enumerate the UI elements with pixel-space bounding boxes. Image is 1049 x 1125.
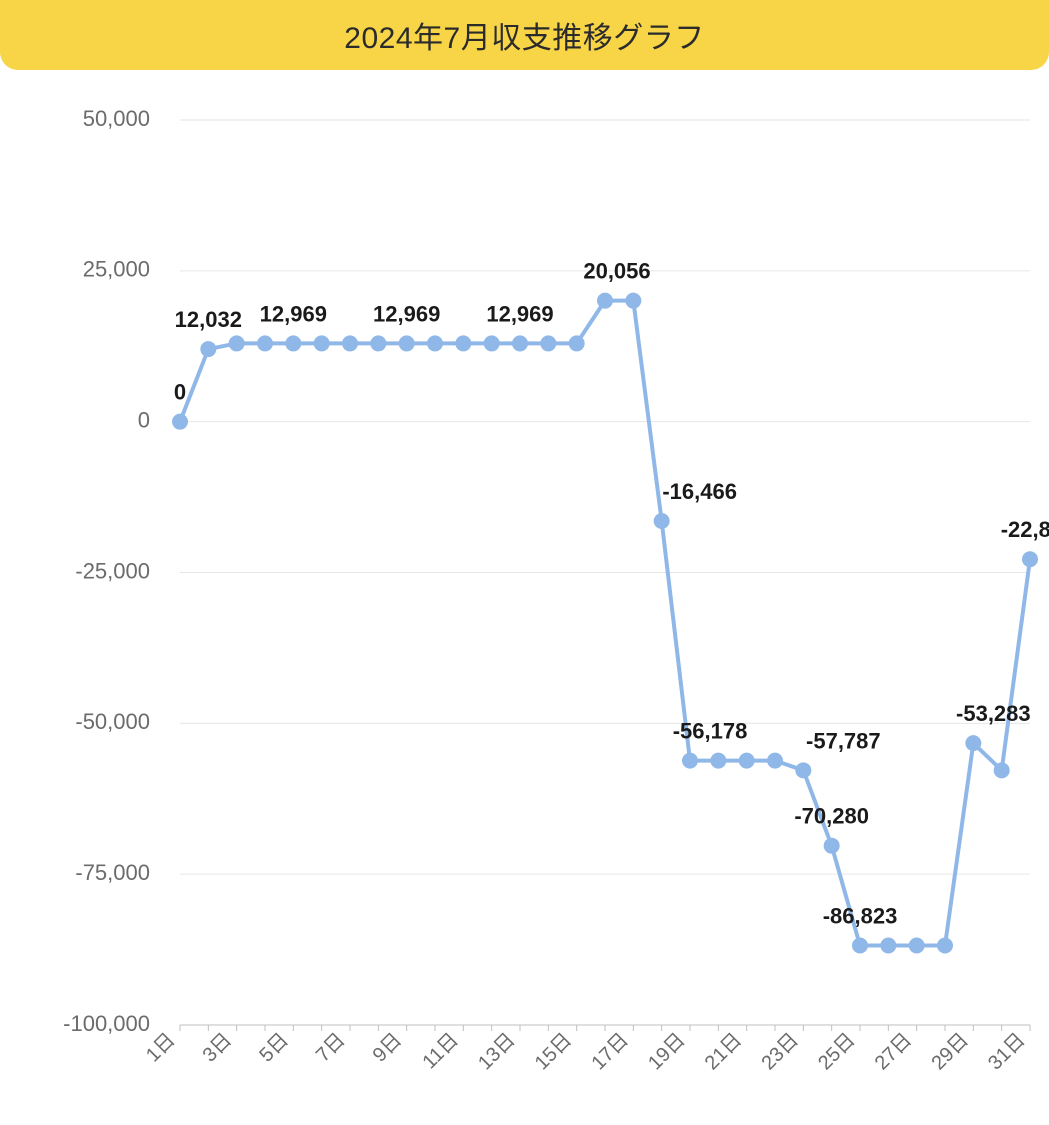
data-point: [909, 937, 925, 953]
x-axis-tick-label: 3日: [199, 1029, 237, 1067]
x-axis-tick-label: 17日: [587, 1029, 632, 1074]
data-point: [427, 335, 443, 351]
data-point-label: -53,283: [956, 701, 1031, 726]
y-axis-tick-label: -100,000: [63, 1011, 150, 1036]
line-chart: 50,000 25,000 0 -25,000 -50,000 -75,000 -100,0…: [0, 70, 1049, 1125]
data-point: [767, 753, 783, 769]
data-point: [739, 753, 755, 769]
y-axis-tick-label: 0: [138, 407, 150, 432]
y-axis-tick-label: 25,000: [83, 257, 150, 282]
data-point: [399, 335, 415, 351]
x-axis-tick-label: 5日: [255, 1029, 293, 1067]
data-point: [370, 335, 386, 351]
data-point: [172, 414, 188, 430]
data-point: [229, 335, 245, 351]
x-axis-tick-label: 9日: [369, 1029, 407, 1067]
data-point: [1022, 551, 1038, 567]
data-point: [710, 753, 726, 769]
data-point: [512, 335, 528, 351]
x-axis-tick-label: 31日: [984, 1029, 1029, 1074]
data-point-label: -56,178: [673, 719, 748, 744]
data-point: [200, 341, 216, 357]
data-point: [654, 513, 670, 529]
chart-area: 50,000 25,000 0 -25,000 -50,000 -75,000 -100,0…: [0, 70, 1049, 1125]
data-point: [937, 937, 953, 953]
data-point: [795, 762, 811, 778]
data-point: [880, 937, 896, 953]
x-axis-tick-label: 7日: [312, 1029, 350, 1067]
data-point: [285, 335, 301, 351]
data-point-label: -22,803: [1001, 517, 1049, 542]
x-axis-tick-label: 29日: [927, 1029, 972, 1074]
data-point-label: -70,280: [794, 804, 869, 829]
data-point: [569, 335, 585, 351]
data-point-label: 0: [174, 380, 186, 405]
data-point-label: 12,969: [373, 301, 440, 326]
x-axis-tick-label: 19日: [644, 1029, 689, 1074]
x-axis-tick-label: 13日: [474, 1029, 519, 1074]
x-axis-tick-label: 23日: [757, 1029, 802, 1074]
data-point: [540, 335, 556, 351]
x-axis-tick-label: 11日: [418, 1029, 462, 1073]
chart-title-bar: 2024年7月収支推移グラフ: [0, 0, 1049, 70]
x-axis-tick-label: 25日: [814, 1029, 859, 1074]
y-axis-tick-label: -50,000: [75, 709, 150, 734]
data-point: [824, 838, 840, 854]
x-axis-tick-label: 27日: [871, 1029, 916, 1074]
series-line: [180, 301, 1030, 946]
data-point-label: -16,466: [662, 479, 737, 504]
data-point: [965, 735, 981, 751]
y-axis-tick-label: 50,000: [83, 106, 150, 131]
data-point: [342, 335, 358, 351]
data-point: [597, 293, 613, 309]
y-axis-tick-label: -75,000: [75, 860, 150, 885]
data-point-label: 12,969: [486, 301, 553, 326]
data-point-label: -57,787: [806, 728, 881, 753]
data-point: [455, 335, 471, 351]
data-point: [314, 335, 330, 351]
data-point-label: 12,032: [175, 307, 242, 332]
y-axis-tick-label: -25,000: [75, 558, 150, 583]
x-axis-tick-label: 21日: [701, 1029, 746, 1074]
data-point: [484, 335, 500, 351]
x-axis-tick-label: 15日: [531, 1029, 576, 1074]
data-point: [257, 335, 273, 351]
data-point: [682, 753, 698, 769]
data-point-label: -86,823: [823, 903, 898, 928]
data-point: [994, 762, 1010, 778]
page: 2024年7月収支推移グラフ 50,000 25,000 0 -25,000 -50,0…: [0, 0, 1049, 1125]
chart-title: 2024年7月収支推移グラフ: [344, 13, 704, 57]
data-point-label: 12,969: [260, 301, 327, 326]
data-point: [625, 293, 641, 309]
data-point-label: 20,056: [583, 259, 650, 284]
data-point: [852, 937, 868, 953]
